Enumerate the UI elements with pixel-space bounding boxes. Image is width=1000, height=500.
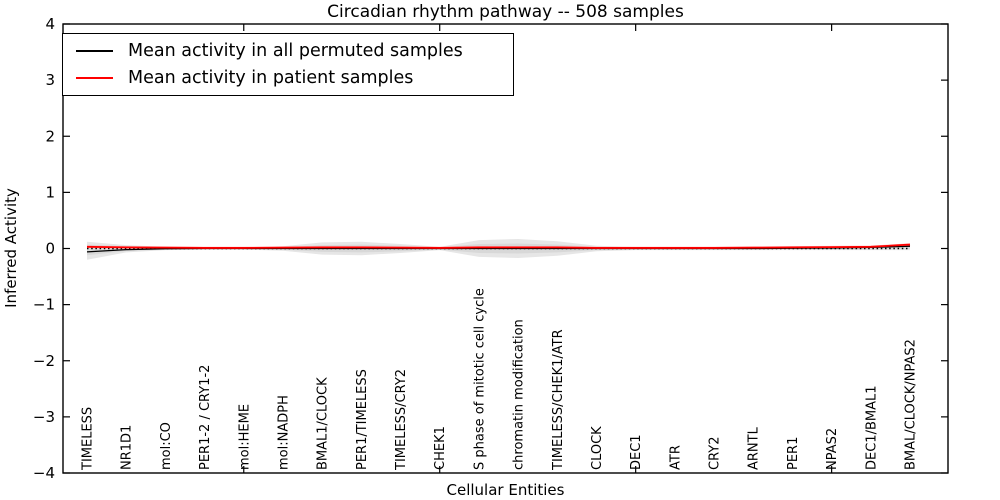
entity-label: DEC1	[629, 434, 644, 470]
entity-label: TIMELESS/CRY2	[394, 369, 409, 471]
entity-label: ATR	[668, 445, 683, 470]
entity-label: NPAS2	[825, 428, 840, 470]
entity-label: mol:HEME	[237, 404, 252, 470]
entity-label: BMAL/CLOCK/NPAS2	[904, 339, 919, 470]
entity-label: PER1/TIMELESS	[355, 369, 370, 470]
y-tick-label: 2	[45, 127, 55, 145]
legend-label-permuted: Mean activity in all permuted samples	[128, 41, 463, 61]
entity-label: CRY2	[708, 437, 723, 471]
series-mean-patient	[86, 243, 911, 249]
entity-label: mol:NADPH	[276, 395, 291, 470]
legend-line-patient	[76, 77, 113, 79]
entity-label: TIMELESS	[81, 407, 96, 471]
legend: Mean activity in all permuted samples Me…	[62, 33, 514, 96]
entity-label: chromatin modification	[512, 319, 527, 470]
y-tick-label: −2	[33, 352, 55, 370]
entity-label: PER1-2 / CRY1-2	[198, 365, 213, 470]
entity-label: mol:CO	[159, 422, 174, 470]
entity-label: S phase of mitotic cell cycle	[472, 288, 487, 470]
legend-label-patient: Mean activity in patient samples	[128, 68, 414, 88]
entity-label: ARNTL	[747, 426, 762, 470]
entity-label: CHEK1	[433, 426, 448, 470]
entity-label: DEC1/BMAL1	[864, 386, 879, 471]
legend-item-permuted: Mean activity in all permuted samples	[76, 41, 513, 61]
entity-label: TIMELESS/CHEK1/ATR	[551, 329, 566, 471]
entity-label: NR1D1	[120, 425, 135, 470]
y-tick-label: 3	[45, 71, 55, 89]
y-axis-label: Inferred Activity	[2, 188, 20, 308]
entity-label: CLOCK	[590, 426, 605, 470]
y-tick-label: −3	[33, 408, 55, 426]
x-axis-label: Cellular Entities	[446, 481, 565, 499]
y-tick-label: 0	[45, 240, 55, 258]
entity-label: BMAL1/CLOCK	[316, 377, 331, 470]
y-tick-label: −1	[33, 296, 55, 314]
band-permuted-range-inner	[87, 243, 910, 256]
y-tick-label: 4	[45, 15, 55, 33]
y-tick-label: −4	[33, 464, 55, 482]
legend-line-permuted	[76, 50, 113, 52]
entity-label: PER1	[786, 437, 801, 470]
legend-item-patient: Mean activity in patient samples	[76, 68, 513, 88]
y-tick-label: 1	[45, 183, 55, 201]
chart-title: Circadian rhythm pathway -- 508 samples	[327, 2, 684, 22]
